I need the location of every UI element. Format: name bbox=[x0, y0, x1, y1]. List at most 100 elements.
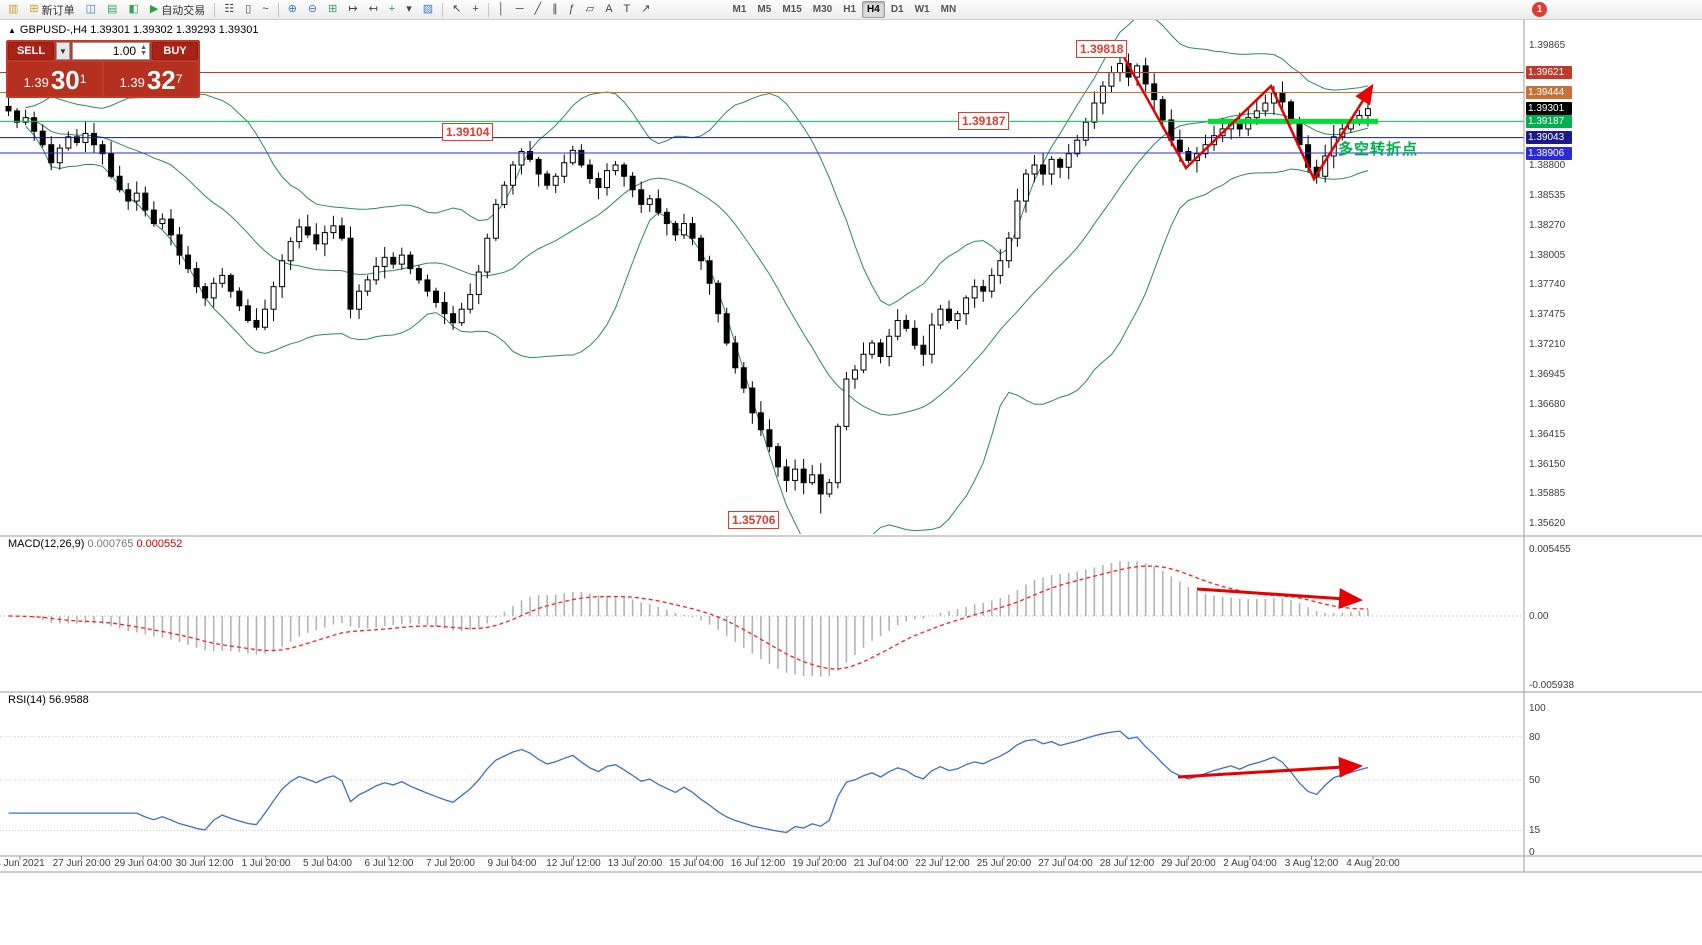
equidistant-channel-button[interactable]: ∥ bbox=[547, 1, 563, 18]
arrows-button-icon: ↗ bbox=[641, 3, 651, 15]
trendline-button[interactable]: ╱ bbox=[529, 1, 546, 18]
chart-shift-button[interactable]: ↤ bbox=[364, 1, 383, 18]
timeframe-m30-label: M30 bbox=[812, 4, 833, 15]
red-trend-annotations[interactable] bbox=[1118, 49, 1374, 182]
macd-trend-arrow[interactable] bbox=[1196, 587, 1363, 610]
timeframe-m1[interactable]: M1 bbox=[728, 1, 752, 18]
volume-spin-buttons[interactable]: ▲ ▼ bbox=[140, 44, 147, 57]
price-callout-1.35706[interactable]: 1.35706 bbox=[728, 511, 780, 529]
timeframe-h1[interactable]: H1 bbox=[838, 1, 861, 18]
tile-windows-button[interactable]: ⊞ bbox=[323, 1, 342, 18]
periods-button-icon: ▾ bbox=[406, 3, 412, 15]
data-window-button[interactable]: ▤ bbox=[102, 1, 122, 18]
text-label-button[interactable]: T bbox=[619, 1, 636, 18]
new-order-button[interactable]: ⊞ 新订单 bbox=[24, 1, 79, 18]
line-chart-button-icon: ~ bbox=[262, 3, 269, 15]
time-axis-label: 1 Jul 20:00 bbox=[241, 858, 291, 869]
crosshair-button[interactable]: + bbox=[467, 1, 483, 18]
volume-value[interactable]: 1.00 bbox=[112, 44, 137, 58]
time-axis-label: 13 Jul 20:00 bbox=[607, 858, 663, 869]
price-callout-1.39187[interactable]: 1.39187 bbox=[958, 112, 1010, 130]
zoom-in-button-icon: ⊕ bbox=[287, 3, 297, 15]
toolbar: ▥ ⊞ 新订单 ◫ ▤ ◧ ▶ 自动交易 ☷ ▯ ~ ⊕ ⊖ ⊞ ↦ ↤ + ▾ ▨ ↖ + │ ─ ╱ ∥ ƒ ▱ A T ↗ M1 M5 M… bbox=[0, 0, 1702, 20]
volume-dropdown-icon[interactable]: ▼ bbox=[56, 42, 70, 60]
time-axis-label: 4 Jun 2021 bbox=[0, 858, 45, 869]
time-axis-label: 3 Aug 12:00 bbox=[1284, 858, 1339, 869]
candlestick-chart-button-icon: ▯ bbox=[245, 3, 252, 15]
text-button-icon: A bbox=[605, 3, 613, 15]
macd-value-signal: 0.000552 bbox=[136, 538, 183, 550]
text-button[interactable]: A bbox=[600, 1, 617, 18]
buy-price-sup: 7 bbox=[175, 72, 183, 86]
trendline-button-icon: ╱ bbox=[534, 3, 542, 15]
bollinger-middle bbox=[25, 112, 1369, 416]
auto-scroll-button-icon: ↦ bbox=[348, 3, 358, 15]
shapes-button[interactable]: ▱ bbox=[581, 1, 599, 18]
navigator-button[interactable]: ◧ bbox=[123, 1, 143, 18]
macd-signal-line bbox=[8, 565, 1368, 670]
timeframe-m5[interactable]: M5 bbox=[752, 1, 776, 18]
shapes-button-icon: ▱ bbox=[585, 3, 595, 15]
price-callout-1.39104[interactable]: 1.39104 bbox=[442, 123, 494, 141]
vertical-line-button[interactable]: │ bbox=[493, 1, 510, 18]
chart-windows-button[interactable]: ▥ bbox=[3, 1, 23, 18]
turning-point-annotation[interactable]: 多空转折点 bbox=[1338, 141, 1419, 158]
auto-scroll-button[interactable]: ↦ bbox=[343, 1, 362, 18]
timeframe-w1[interactable]: W1 bbox=[910, 1, 935, 18]
line-chart-button[interactable]: ~ bbox=[257, 1, 273, 18]
price-axis-tick: 1.36680 bbox=[1529, 398, 1566, 410]
timeframe-h4[interactable]: H4 bbox=[862, 1, 885, 18]
price-axis-tick: 1.37740 bbox=[1529, 279, 1566, 291]
price-callout-1.39818[interactable]: 1.39818 bbox=[1076, 40, 1128, 58]
macd-axis-zero: 0.00 bbox=[1529, 611, 1549, 622]
zoom-in-button[interactable]: ⊕ bbox=[283, 1, 302, 18]
fibonacci-button[interactable]: ƒ bbox=[564, 1, 580, 18]
periods-button[interactable]: ▾ bbox=[401, 1, 417, 18]
buy-button[interactable]: BUY bbox=[152, 42, 198, 60]
price-axis-tick: 1.37210 bbox=[1529, 339, 1566, 351]
timeframe-d1[interactable]: D1 bbox=[886, 1, 909, 18]
autotrading-button[interactable]: ▶ 自动交易 bbox=[145, 1, 210, 18]
new-order-button-icon: ⊞ bbox=[29, 3, 39, 15]
arrows-button[interactable]: ↗ bbox=[636, 1, 655, 18]
price-axis-tick: 1.38800 bbox=[1529, 159, 1566, 171]
time-axis-label: 22 Jul 12:00 bbox=[915, 858, 970, 869]
toolbar-separator bbox=[277, 2, 279, 17]
indicators-button[interactable]: + bbox=[384, 1, 400, 18]
horizontal-line-button[interactable]: ─ bbox=[511, 1, 529, 18]
horizontal-price-lines[interactable] bbox=[0, 71, 1524, 154]
sell-price-small: 1.39 bbox=[23, 75, 49, 90]
fibonacci-button-icon: ƒ bbox=[568, 3, 575, 15]
time-axis-label: 19 Jul 20:00 bbox=[792, 858, 847, 869]
timeframe-m15-label: M15 bbox=[782, 4, 802, 15]
rsi-trend-arrow[interactable] bbox=[1177, 756, 1363, 779]
sell-button[interactable]: SELL bbox=[8, 42, 54, 60]
cursor-button[interactable]: ↖ bbox=[447, 1, 466, 18]
price-axis-tick: 1.36945 bbox=[1529, 368, 1566, 380]
price-axis-tick: 1.35620 bbox=[1529, 518, 1566, 530]
macd-indicator-label: MACD(12,26,9) 0.000765 0.000552 bbox=[8, 538, 182, 550]
market-watch-button[interactable]: ◫ bbox=[81, 1, 101, 18]
buy-price[interactable]: 1.39 32 7 bbox=[104, 62, 198, 96]
market-watch-button-icon: ◫ bbox=[85, 3, 97, 15]
collapse-triangle-icon[interactable]: ▲ bbox=[8, 26, 16, 35]
timeframe-m30[interactable]: M30 bbox=[808, 1, 837, 18]
sell-price[interactable]: 1.39 30 1 bbox=[8, 62, 102, 96]
zoom-out-button[interactable]: ⊖ bbox=[303, 1, 322, 18]
templates-button[interactable]: ▨ bbox=[418, 1, 438, 18]
candlestick-chart-button[interactable]: ▯ bbox=[240, 1, 256, 18]
time-axis-label: 30 Jun 12:00 bbox=[175, 858, 234, 869]
volume-stepper[interactable]: 1.00 ▲ ▼ bbox=[72, 42, 150, 60]
timeframe-m15[interactable]: M15 bbox=[777, 1, 806, 18]
zigzag-arrow[interactable] bbox=[1118, 49, 1374, 182]
bar-chart-button[interactable]: ☷ bbox=[219, 1, 239, 18]
bollinger-lower bbox=[25, 125, 1369, 534]
price-axis-tick: 1.39865 bbox=[1529, 40, 1566, 51]
bollinger-upper bbox=[25, 20, 1369, 307]
notification-badge[interactable]: 1 bbox=[1532, 2, 1547, 17]
autotrading-button-icon: ▶ bbox=[149, 3, 159, 15]
timeframe-mn[interactable]: MN bbox=[936, 1, 962, 18]
rsi-line bbox=[8, 730, 1369, 834]
time-axis-label: 29 Jun 04:00 bbox=[114, 858, 172, 869]
